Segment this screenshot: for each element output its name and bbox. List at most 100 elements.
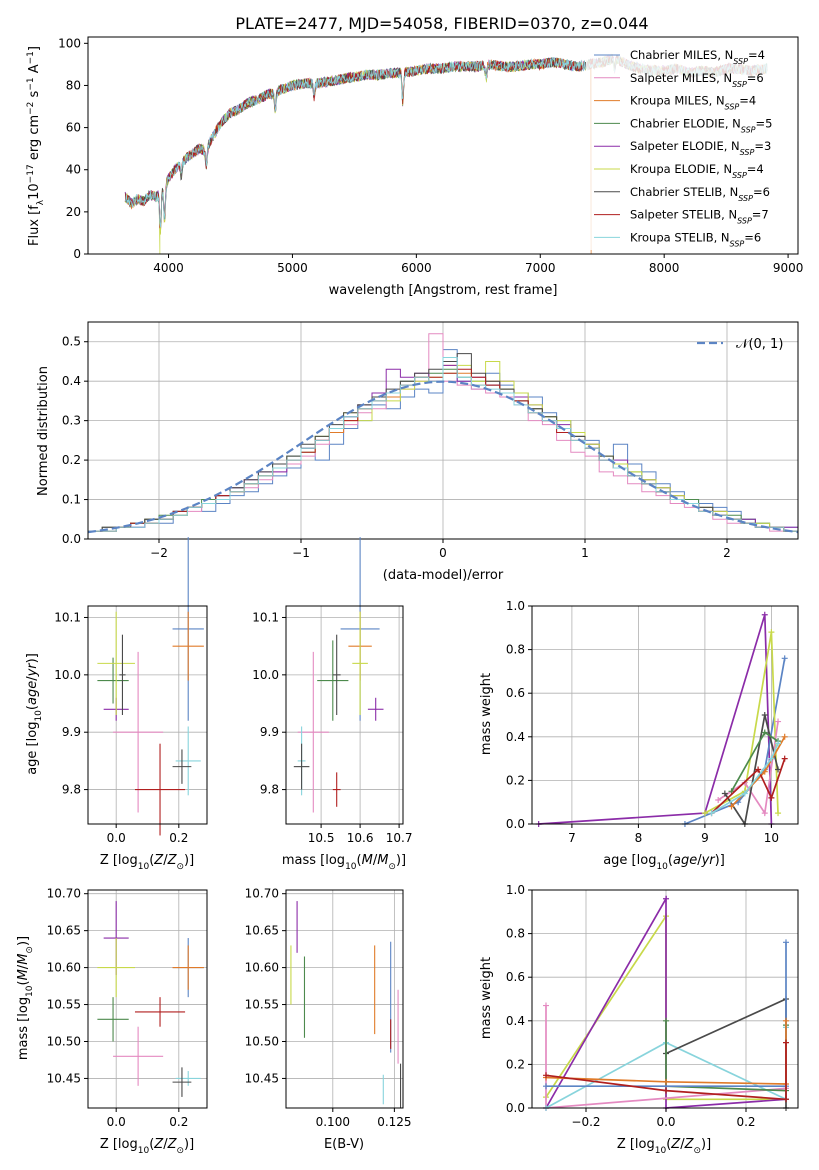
y-tick-label: 10.65 xyxy=(47,924,81,938)
error-bar-point xyxy=(172,1067,192,1097)
weight-marker xyxy=(761,810,768,817)
error-bar-point xyxy=(175,726,201,796)
y-tick-label: 0.8 xyxy=(506,927,525,941)
histogram-steps xyxy=(87,333,798,539)
x-tick-label: 10.7 xyxy=(386,831,413,845)
x-tick-label: 0.125 xyxy=(377,1115,411,1129)
y-tick-label: 10.55 xyxy=(245,998,279,1012)
weight-marker xyxy=(761,611,768,618)
y-tick-label: 9.8 xyxy=(62,783,81,797)
y-tick-label: 0.5 xyxy=(62,335,81,349)
x-tick-label: 2 xyxy=(723,546,731,560)
error-bar-point xyxy=(97,997,129,1042)
y-tick-label: 9.9 xyxy=(62,725,81,739)
error-bar-point xyxy=(172,749,192,784)
x-tick-label: −0.2 xyxy=(571,1115,600,1129)
legend-label: Kroupa STELIB, NSSP=6 xyxy=(630,230,761,248)
y-tick-label: 10.60 xyxy=(47,961,81,975)
weight-marker xyxy=(783,1039,789,1046)
weight-z-xlabel: Z [log10(Z/Z⊙)] xyxy=(617,1137,711,1156)
y-tick-label: 10.0 xyxy=(252,668,279,682)
weight-marker xyxy=(715,797,722,804)
mass-vs-extinction-panel: 0.100 0.125 10.45 10.50 10.55 10.60 10.65 10.70 xyxy=(245,887,412,1129)
legend-label: Chabrier STELIB, NSSP=6 xyxy=(630,185,770,203)
y-tick-label: 10.65 xyxy=(245,924,279,938)
histogram-series xyxy=(87,357,798,539)
weight-marker xyxy=(701,810,708,817)
spectrum-legend: Chabrier MILES, NSSP=4 Salpeter MILES, NS… xyxy=(586,40,794,250)
histogram-ticks: −2 −1 0 1 2 0.0 0.1 0.2 0.3 0.4 0.5 xyxy=(62,335,731,560)
error-bar-point xyxy=(134,997,186,1027)
x-tick-label: 0.100 xyxy=(316,1115,350,1129)
weight-marker xyxy=(721,790,728,797)
panel-frame xyxy=(87,889,208,1109)
y-tick-label: 10.50 xyxy=(47,1034,81,1048)
y-tick-label: 10.1 xyxy=(252,610,279,624)
mass-vs-metallicity-panel: 0.0 0.2 10.45 10.50 10.55 10.60 10.65 10.70 xyxy=(47,887,208,1129)
x-tick-label: 0.2 xyxy=(736,1115,755,1129)
y-tick-label: 0.2 xyxy=(506,1057,525,1071)
y-tick-label: 0.2 xyxy=(62,453,81,467)
weight-marker xyxy=(761,729,768,736)
parameter-panels: 0.0 0.29.89.910.010.110.5 10.6 10.79.89.910… xyxy=(47,537,799,1129)
error-bar-point xyxy=(134,743,186,836)
x-tick-label: 0.2 xyxy=(169,831,188,845)
legend-label: Chabrier ELODIE, NSSP=5 xyxy=(630,116,772,133)
y-tick-label: 0 xyxy=(73,247,81,261)
y-tick-label: 0.4 xyxy=(506,1014,525,1028)
weight-series xyxy=(545,1042,787,1101)
y-tick-label: 0.4 xyxy=(62,374,81,388)
y-tick-label: 9.9 xyxy=(260,725,279,739)
weight-marker xyxy=(775,810,782,817)
weight-marker xyxy=(761,712,768,718)
weight-marker xyxy=(543,1072,549,1079)
error-bar-point xyxy=(297,651,329,813)
spectrum-panel: 4000 5000 6000 7000 8000 9000 0 20 40 60 80 100 wav… xyxy=(26,36,803,298)
lower-axis-labels: Z [log10(Z/Z⊙)] age [log10(age/yr)] mass… xyxy=(16,653,725,1156)
panel-frame xyxy=(285,889,404,1109)
y-tick-label: 10.1 xyxy=(54,610,81,624)
weight-marker xyxy=(768,755,775,762)
y-tick-label: 10.50 xyxy=(245,1034,279,1048)
weight-age-xlabel: age [log10(age/yr)] xyxy=(603,853,725,872)
weight-marker xyxy=(768,794,775,801)
weight-marker xyxy=(728,803,735,810)
error-bar-point xyxy=(172,945,204,990)
weight-series xyxy=(545,895,787,1109)
x-tick-label: 10.5 xyxy=(308,831,335,845)
x-tick-label: 9 xyxy=(701,831,709,845)
weight-marker xyxy=(783,1096,789,1103)
y-tick-label: 100 xyxy=(58,36,81,50)
legend-label: Salpeter ELODIE, NSSP=3 xyxy=(630,139,771,157)
weight-marker xyxy=(768,629,775,636)
weight-marker xyxy=(775,766,782,773)
weight-series xyxy=(538,614,773,825)
y-tick-label: 9.8 xyxy=(260,783,279,797)
weight-vs-metallicity-panel: −0.2 0.0 0.2 0.0 0.2 0.4 0.6 0.8 1.0 xyxy=(506,883,799,1129)
y-tick-label: 0.1 xyxy=(62,493,81,507)
weight-marker xyxy=(543,1083,549,1090)
x-tick-label: 9000 xyxy=(773,261,804,275)
y-tick-label: 60 xyxy=(66,121,81,135)
y-tick-label: 10.60 xyxy=(245,961,279,975)
age-z-xlabel: Z [log10(Z/Z⊙)] xyxy=(100,853,194,872)
mass-ebv-xlabel: E(B-V) xyxy=(324,1137,364,1152)
weight-series xyxy=(704,632,779,814)
y-tick-label: 0.0 xyxy=(62,532,81,546)
histogram-panel: −2 −1 0 1 2 0.0 0.1 0.2 0.3 0.4 0.5 (data-model)/e… xyxy=(36,321,799,583)
weight-age-ylabel: mass weight xyxy=(479,673,494,755)
weight-marker xyxy=(755,766,762,773)
y-tick-label: 0.0 xyxy=(506,1101,525,1115)
x-tick-label: 8000 xyxy=(649,261,680,275)
normal-legend-label: 𝒩(0, 1) xyxy=(736,337,783,352)
y-tick-label: 0.4 xyxy=(506,730,525,744)
weight-marker xyxy=(663,895,669,902)
weight-marker xyxy=(781,755,788,762)
legend-box xyxy=(586,40,794,250)
weight-marker xyxy=(708,810,715,817)
spectrum-frame xyxy=(87,36,799,255)
x-tick-label: 0.2 xyxy=(169,1115,188,1129)
panel-frame xyxy=(285,605,404,825)
x-tick-label: 0 xyxy=(439,546,447,560)
y-tick-label: 0.6 xyxy=(506,970,525,984)
